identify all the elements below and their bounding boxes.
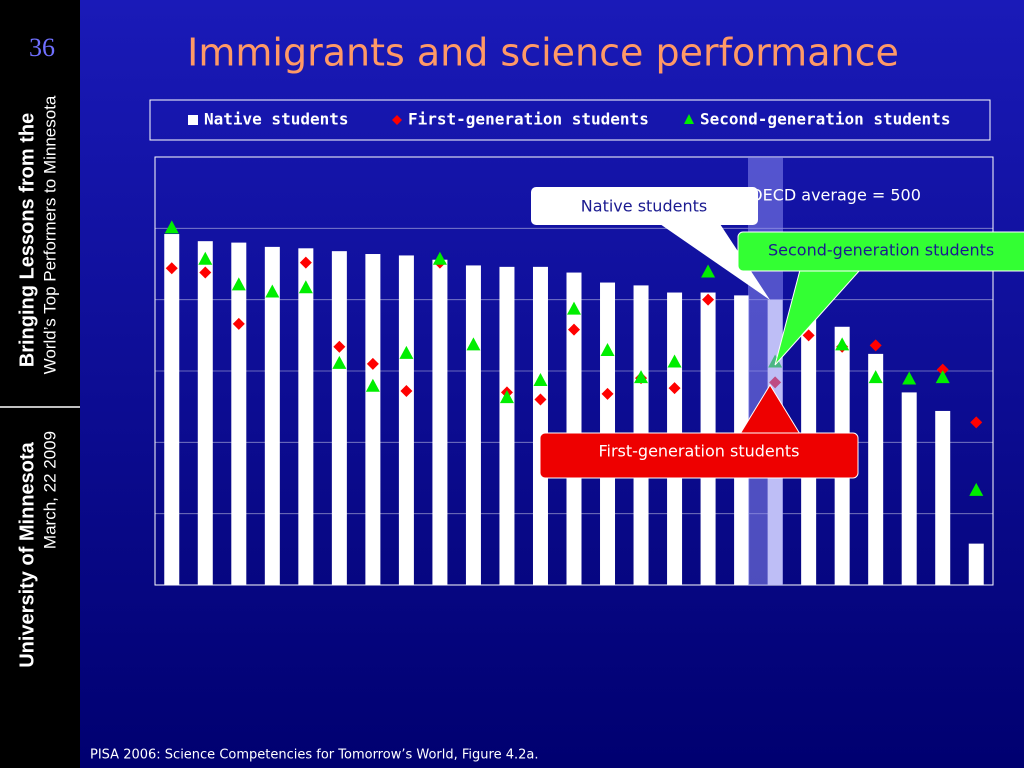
triangle-marker xyxy=(332,355,347,369)
legend-label: First-generation students xyxy=(408,110,649,129)
chart-title: Immigrants and science performance xyxy=(187,31,899,75)
callout-pointer xyxy=(660,224,770,300)
triangle-marker xyxy=(399,345,414,359)
triangle-marker xyxy=(198,251,213,265)
callout xyxy=(539,432,859,479)
legend-label: Second-generation students xyxy=(700,110,950,129)
callout xyxy=(737,231,1024,272)
triangle-marker xyxy=(567,301,581,315)
triangle-marker xyxy=(600,343,615,357)
legend-label: Native students xyxy=(204,110,349,129)
triangle-marker xyxy=(533,372,548,386)
diamond-marker xyxy=(568,323,580,336)
diamond-marker xyxy=(668,382,681,395)
sidebar-text: March, 22 2009 xyxy=(40,431,59,549)
triangle-marker xyxy=(466,337,481,351)
bar xyxy=(298,248,314,585)
legend-swatch xyxy=(188,115,198,125)
diamond-marker xyxy=(299,256,312,269)
annotation: First-generation students xyxy=(598,442,799,461)
diamond-marker xyxy=(534,393,547,406)
sidebar-text: Bringing Lessons from the xyxy=(16,113,38,367)
triangle-marker xyxy=(667,354,682,368)
bar xyxy=(331,251,347,585)
footnote: PISA 2006: Science Competencies for Tomo… xyxy=(90,748,538,763)
bar xyxy=(365,254,381,585)
sidebar-text: University of Minnesota xyxy=(16,441,38,667)
diamond-marker xyxy=(601,387,614,400)
bar xyxy=(901,392,917,585)
triangle-marker xyxy=(298,280,313,294)
triangle-marker xyxy=(265,284,280,298)
bar xyxy=(465,265,481,585)
triangle-marker xyxy=(902,371,917,385)
diamond-marker xyxy=(333,340,346,353)
diamond-marker xyxy=(802,329,815,342)
oecd-highlight xyxy=(748,157,783,585)
bar xyxy=(197,241,213,585)
bar xyxy=(264,246,280,585)
bar xyxy=(231,242,247,585)
triangle-marker xyxy=(432,251,447,265)
annotation: Native students xyxy=(581,197,707,216)
diamond-marker xyxy=(869,339,882,352)
diamond-marker xyxy=(165,262,178,275)
triangle-marker xyxy=(365,378,380,392)
triangle-marker xyxy=(499,390,514,404)
bar xyxy=(164,234,180,586)
diamond-marker xyxy=(936,363,949,376)
bar xyxy=(398,255,414,585)
sidebar-text: World’s Top Performers to Minnesota xyxy=(40,95,59,374)
bar xyxy=(566,272,582,585)
triangle-marker xyxy=(231,277,246,291)
legend xyxy=(149,99,991,141)
annotation: Second-generation students xyxy=(768,241,994,260)
diamond-marker xyxy=(400,384,413,397)
sidebar xyxy=(0,0,80,768)
triangle-marker xyxy=(935,370,950,384)
triangle-marker xyxy=(701,264,716,278)
legend-swatch xyxy=(392,115,402,125)
diamond-marker xyxy=(702,293,715,306)
callout xyxy=(531,187,758,225)
annotation: OECD average = 500 xyxy=(750,186,921,205)
triangle-marker xyxy=(969,482,984,496)
diamond-marker xyxy=(232,317,245,330)
triangle-marker xyxy=(868,370,883,384)
slide-number: 36 xyxy=(29,33,55,62)
diamond-marker xyxy=(970,416,983,429)
bar xyxy=(968,543,984,585)
bar xyxy=(935,410,951,585)
bar xyxy=(432,259,448,585)
legend-swatch xyxy=(684,114,694,124)
triangle-marker xyxy=(164,220,179,234)
bar xyxy=(499,266,515,585)
diamond-marker xyxy=(366,357,379,370)
bar xyxy=(532,266,548,585)
triangle-marker xyxy=(634,370,649,384)
triangle-marker xyxy=(835,337,850,351)
diamond-marker xyxy=(199,266,212,279)
bar xyxy=(868,353,884,585)
